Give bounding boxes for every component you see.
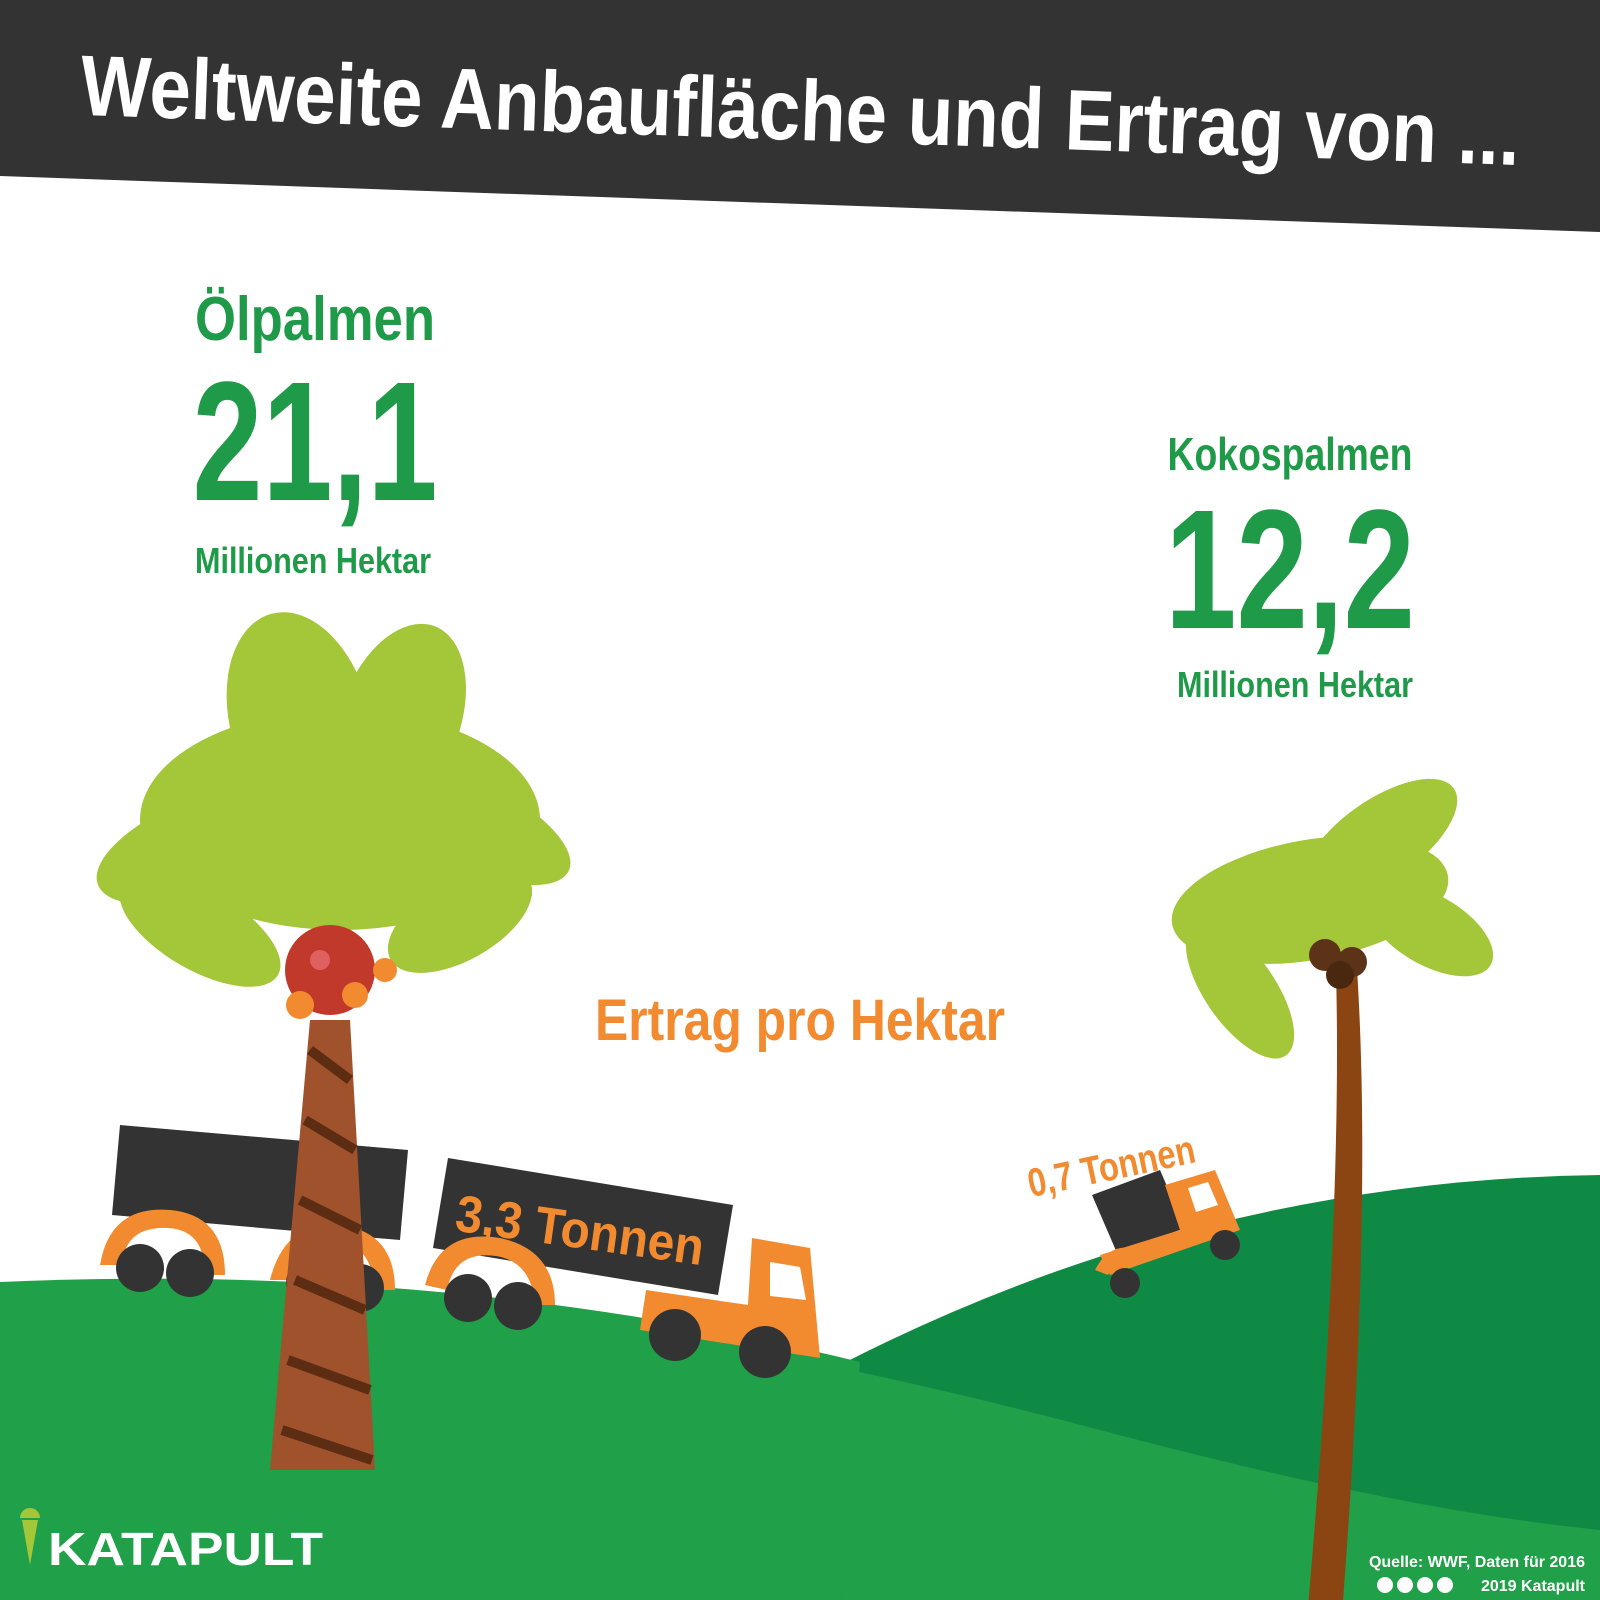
yield-heading: Ertrag pro Hektar: [595, 988, 1005, 1053]
small-truck: [1092, 1170, 1240, 1298]
hill-left: [0, 1278, 860, 1600]
coconut-palm: [1171, 778, 1494, 1600]
coconut-palm-name: Kokospalmen: [1168, 428, 1413, 480]
copyright: 2019 Katapult: [1481, 1578, 1586, 1595]
oil-palm: [96, 612, 571, 1470]
oil-palm-name: Ölpalmen: [195, 285, 435, 354]
coconut-palm-unit: Millionen Hektar: [1177, 664, 1413, 705]
license-icons: [1377, 1577, 1453, 1593]
logo: KATAPULT: [48, 1523, 323, 1575]
source: Quelle: WWF, Daten für 2016: [1369, 1554, 1585, 1571]
coconut-palm-area: 12,2: [1165, 475, 1415, 665]
oil-palm-area: 21,1: [193, 347, 438, 537]
logo-icon: [20, 1508, 40, 1565]
header-band: [0, 0, 1600, 232]
oil-palm-unit: Millionen Hektar: [195, 540, 431, 581]
